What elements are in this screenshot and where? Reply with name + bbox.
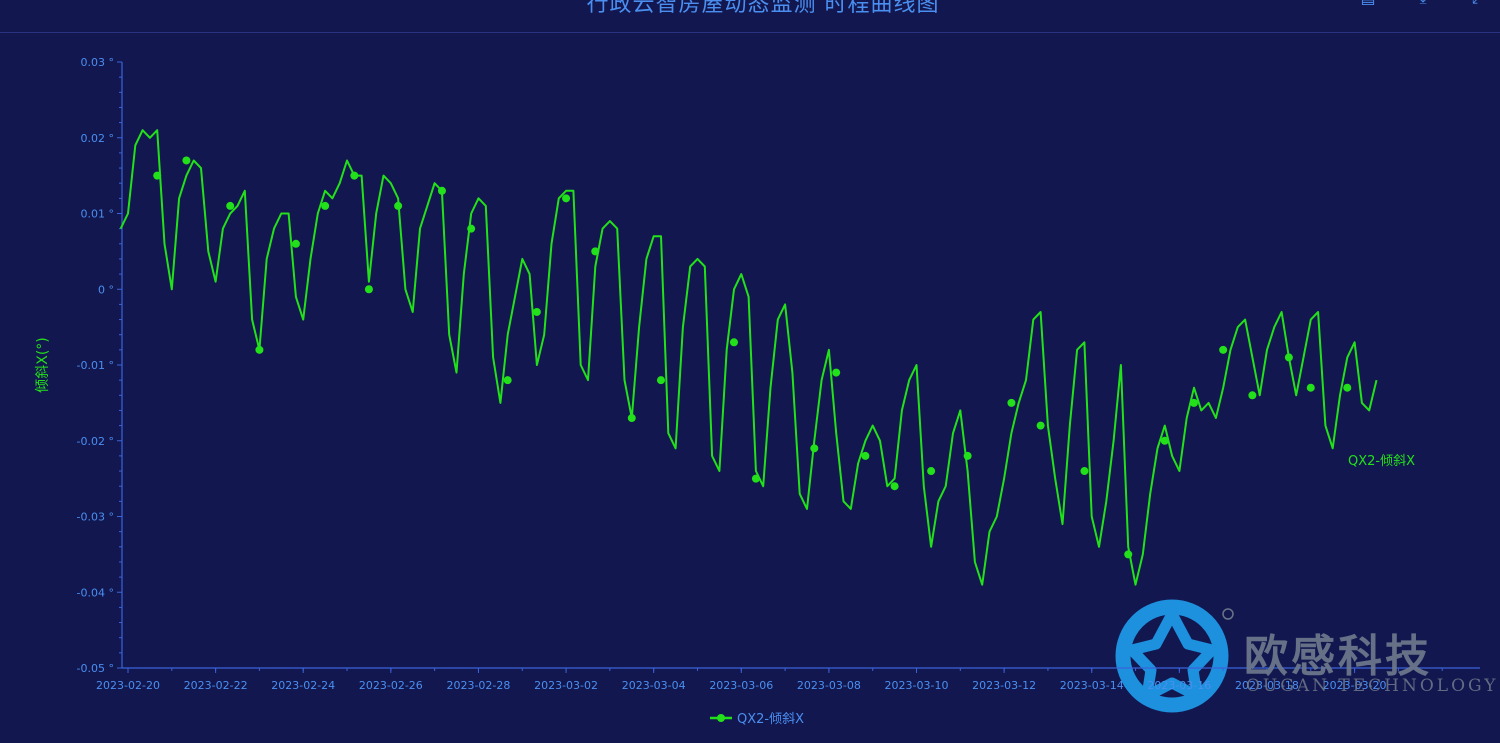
y-tick-label: -0.01 °: [77, 359, 114, 372]
save-image-icon[interactable]: ⤓: [1413, 0, 1433, 8]
y-tick-label: -0.02 °: [77, 435, 114, 448]
x-tick-label: 2023-02-28: [446, 679, 510, 692]
data-point: [591, 247, 600, 256]
data-point: [182, 156, 191, 165]
data-point: [810, 444, 819, 453]
data-point: [350, 171, 359, 180]
x-tick-label: 2023-03-12: [972, 679, 1036, 692]
series-path: [119, 129, 1378, 586]
x-tick-label: 2023-02-24: [271, 679, 335, 692]
data-point: [255, 345, 264, 354]
axes: [121, 62, 1480, 669]
x-tick-label: 2023-03-14: [1060, 679, 1124, 692]
data-point: [562, 194, 571, 203]
data-point: [1080, 467, 1089, 476]
y-tick-label: 0.03 °: [81, 56, 115, 69]
data-point: [321, 201, 330, 210]
data-point: [226, 201, 235, 210]
x-tick-label: 2023-03-16: [1147, 679, 1211, 692]
fullscreen-icon[interactable]: ⤢: [1468, 0, 1488, 8]
x-tick-label: 2023-02-22: [184, 679, 248, 692]
data-point: [890, 482, 899, 491]
y-axis-label: 倾斜X(°): [35, 337, 51, 393]
data-point: [467, 224, 476, 233]
y-tick-label: 0.02 °: [81, 132, 115, 145]
data-point: [1306, 383, 1315, 392]
x-axis-ticks: 2023-02-20 2023-02-22 2023-02-24 2023-02-26…: [96, 668, 1443, 692]
x-tick-label: 2023-03-18: [1235, 679, 1299, 692]
series-markers: [153, 156, 1352, 559]
header-bar: 行政云智房屋动态监测 时程曲线图 ▤ ⤓ ⤢: [0, 0, 1500, 33]
data-point: [963, 451, 972, 460]
x-tick-label: 2023-03-02: [534, 679, 598, 692]
data-point: [291, 239, 300, 248]
data-point: [437, 186, 446, 195]
data-point: [1007, 398, 1016, 407]
data-view-icon[interactable]: ▤: [1358, 0, 1378, 8]
y-tick-label: 0 °: [98, 283, 114, 296]
page-title: 行政云智房屋动态监测 时程曲线图: [586, 0, 940, 17]
data-point: [1284, 353, 1293, 362]
data-point: [364, 285, 373, 294]
x-tick-label: 2023-03-06: [709, 679, 773, 692]
y-axis-ticks: 0.03 ° 0.02 ° 0.01 ° 0 ° -0.01 ° -0.02 ° -0.03…: [77, 56, 122, 675]
data-point: [1036, 421, 1045, 430]
data-point: [1343, 383, 1352, 392]
data-point: [1160, 436, 1169, 445]
x-tick-label: 2023-03-20: [1323, 679, 1387, 692]
data-point: [532, 307, 541, 316]
y-tick-label: -0.03 °: [77, 511, 114, 524]
x-tick-label: 2023-02-26: [359, 679, 423, 692]
y-tick-label: 0.01 °: [81, 208, 115, 221]
data-point: [729, 338, 738, 347]
legend-marker-icon: [717, 714, 725, 722]
data-point: [1248, 391, 1257, 400]
watermark-sub: OUGAN TECHNOLOGY: [1246, 676, 1499, 696]
data-point: [394, 201, 403, 210]
series-line: [119, 129, 1378, 586]
x-tick-label: 2023-03-10: [885, 679, 949, 692]
data-point: [832, 368, 841, 377]
x-tick-label: 2023-02-20: [96, 679, 160, 692]
x-tick-label: 2023-03-08: [797, 679, 861, 692]
y-tick-label: -0.04 °: [77, 586, 114, 599]
data-point: [1219, 345, 1228, 354]
data-point: [751, 474, 760, 483]
legend-label: QX2-倾斜X: [737, 712, 804, 727]
data-point: [656, 376, 665, 385]
data-point: [1189, 398, 1198, 407]
y-tick-label: -0.05 °: [77, 662, 114, 675]
data-point: [153, 171, 162, 180]
data-point: [503, 376, 512, 385]
data-point: [927, 467, 936, 476]
data-point: [861, 451, 870, 460]
watermark-brand: 欧感科技: [1244, 631, 1432, 682]
data-point: [1124, 550, 1133, 559]
x-tick-label: 2023-03-04: [622, 679, 686, 692]
series-end-label: QX2-倾斜X: [1348, 454, 1415, 469]
legend[interactable]: QX2-倾斜X: [710, 712, 804, 727]
data-point: [627, 414, 636, 423]
watermark-logo-icon: [1115, 599, 1234, 713]
